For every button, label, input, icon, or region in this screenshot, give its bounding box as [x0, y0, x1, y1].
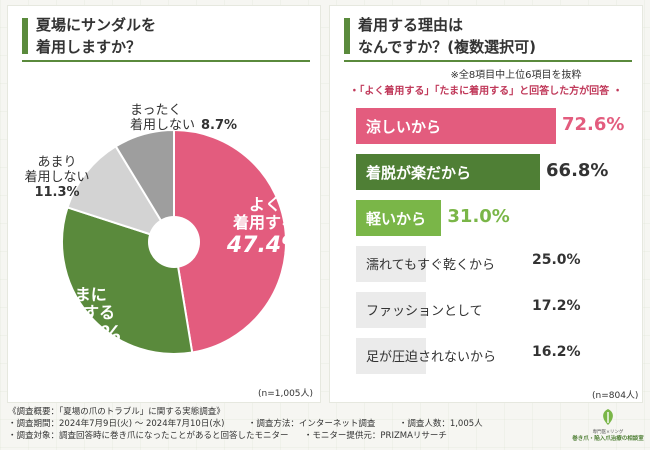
bar-label: 足が圧迫されないから: [366, 350, 497, 365]
bar-row-6: 足が圧迫されないから 16.2%: [356, 338, 636, 374]
bar-value: 31.0%: [447, 206, 510, 227]
pie-label-text: たまに 着用する: [50, 285, 115, 323]
bar-value: 16.2%: [532, 344, 581, 360]
footer-count: ・調査人数：1,005人: [398, 419, 483, 429]
bar-fill: [356, 154, 541, 190]
pie-label-value: 32.6%: [44, 322, 122, 348]
bar-row-2: 着脱が楽だから 66.8%: [356, 154, 636, 190]
bar-row-1: 涼しいから 72.6%: [356, 108, 636, 144]
bar-label: 涼しいから: [366, 118, 442, 136]
pie-question-title: 夏場にサンダルを 着用しますか？: [36, 16, 157, 56]
pie-center-hole: [148, 216, 200, 268]
header-accent-bar: [22, 18, 28, 54]
pie-question-header: 夏場にサンダルを 着用しますか？: [22, 10, 310, 62]
bar-value: 17.2%: [532, 298, 581, 314]
bar-fill: [356, 108, 556, 144]
survey-footer: 《調査概要：「夏場の爪のトラブル」に関する実態調査》 ・調査期間：2024年7月…: [8, 406, 568, 442]
bar-value: 66.8%: [546, 160, 609, 181]
bar-row-4: 濡れてもすぐ乾くから 25.0%: [356, 246, 636, 282]
bar-label: ファッションとして: [366, 304, 483, 319]
pie-label-text: まったく 着用しない: [130, 103, 196, 133]
bar-label: 濡れてもすぐ乾くから: [366, 258, 495, 273]
pie-chart: [61, 128, 287, 355]
footer-provider: ・モニター提供元：PRIZMAリサーチ: [303, 431, 447, 441]
bar-question-header: 着用する理由は なんですか？(複数選択可): [344, 10, 632, 62]
pie-label-value: 8.7%: [201, 117, 238, 133]
bar-label: 着脱が楽だから: [366, 164, 472, 182]
pie-slice-3: [66, 144, 177, 244]
pie-sample-size: (n=1,005人): [258, 389, 314, 399]
header-accent-bar: [344, 18, 350, 54]
footer-method: ・調査方法：インターネット調査: [247, 419, 376, 429]
bar-question-title: 着用する理由は なんですか？(複数選択可): [358, 16, 536, 56]
bar-fill: [356, 246, 426, 282]
pie-label-text: あまり 着用しない: [24, 155, 90, 185]
bar-chart-card: 着用する理由は なんですか？(複数選択可) ※全8項目中上位6項目を抜粋 ・「よ…: [330, 6, 642, 402]
pie-label-3: あまり 着用しない 11.3%: [16, 155, 98, 201]
footer-target: ・調査対象：調査回答時に巻き爪になったことがあると回答したモニター: [8, 431, 289, 441]
logo-text-main: 巻き爪・陥入爪治療の相談室: [572, 436, 644, 442]
footer-row-3: ・調査対象：調査回答時に巻き爪になったことがあると回答したモニター ・モニター提…: [8, 430, 568, 442]
leaf-logo-icon: [603, 409, 613, 425]
bar-label: 軽いから: [366, 210, 427, 228]
pie-label-4: まったく 着用しない 8.7%: [130, 103, 280, 134]
pie-label-1: よく 着用する 47.4%: [220, 195, 310, 258]
bar-note-excerpt: ※全8項目中上位6項目を抜粋: [450, 70, 582, 81]
pie-label-2: たまに 着用する 32.6%: [28, 285, 138, 348]
bar-row-3: 軽いから 31.0%: [356, 200, 636, 236]
bar-row-5: ファッションとして 17.2%: [356, 292, 636, 328]
bar-note-respondents: ・「よく着用する」「たまに着用する」と回答した方が回答 ・: [349, 86, 623, 97]
bar-sample-size: (n=804人): [592, 391, 639, 401]
bar-value: 72.6%: [562, 114, 625, 135]
pie-chart-card: 夏場にサンダルを 着用しますか？ よく 着用する 47.4% たまに 着用する 32.…: [8, 6, 320, 402]
pie-label-value: 47.4%: [226, 232, 304, 258]
bar-value: 25.0%: [532, 252, 581, 268]
footer-period: ・調査期間：2024年7月9日(火) ～ 2024年7月10日(水): [8, 419, 225, 429]
pie-label-value: 11.3%: [34, 184, 80, 200]
pie-label-text: よく 着用する: [232, 195, 297, 233]
pie-slice-4: [114, 128, 175, 246]
brand-logo: 専門医×リング 巻き爪・陥入爪治療の相談室: [570, 408, 646, 446]
pie-slice-1: [173, 128, 287, 354]
footer-row-2: ・調査期間：2024年7月9日(火) ～ 2024年7月10日(水) ・調査方法…: [8, 418, 568, 430]
footer-title: 《調査概要：「夏場の爪のトラブル」に関する実態調査》: [8, 407, 225, 417]
bar-fill: [356, 200, 442, 236]
bar-fill: [356, 292, 426, 328]
bar-fill: [356, 338, 426, 374]
logo-text-top: 専門医×リング: [592, 430, 624, 435]
